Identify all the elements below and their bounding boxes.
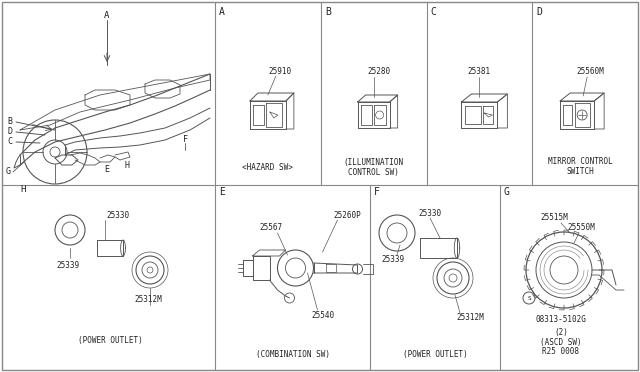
Text: D: D	[8, 128, 13, 137]
Text: S: S	[527, 295, 531, 301]
Text: MIRROR CONTROL: MIRROR CONTROL	[548, 157, 612, 167]
Text: 25330: 25330	[106, 211, 129, 219]
Text: 25339: 25339	[381, 256, 404, 264]
Text: H: H	[20, 186, 26, 195]
Text: C: C	[8, 138, 13, 147]
Text: 25260P: 25260P	[333, 211, 362, 219]
Text: G: G	[6, 167, 10, 176]
Text: E: E	[219, 187, 225, 197]
Text: 25540: 25540	[311, 311, 334, 320]
Text: 25339: 25339	[56, 260, 79, 269]
Text: F: F	[374, 187, 380, 197]
Text: 25550M: 25550M	[567, 224, 595, 232]
Text: F: F	[182, 135, 188, 144]
Text: (COMBINATION SW): (COMBINATION SW)	[255, 350, 330, 359]
Text: A: A	[104, 10, 109, 19]
Text: (POWER OUTLET): (POWER OUTLET)	[403, 350, 467, 359]
Text: B: B	[324, 7, 331, 17]
Text: 08313-5102G: 08313-5102G	[536, 315, 586, 324]
Text: R25 0008: R25 0008	[543, 347, 579, 356]
Text: 25515M: 25515M	[540, 214, 568, 222]
Text: (ILLUMINATION: (ILLUMINATION	[344, 157, 404, 167]
Text: 25560M: 25560M	[576, 67, 604, 77]
Text: (2): (2)	[554, 327, 568, 337]
Text: 25381: 25381	[468, 67, 491, 77]
Text: (POWER OUTLET): (POWER OUTLET)	[77, 336, 142, 344]
Text: C: C	[431, 7, 436, 17]
Text: E: E	[104, 166, 109, 174]
Text: 25312M: 25312M	[456, 314, 484, 323]
Text: 25330: 25330	[419, 208, 442, 218]
Text: A: A	[219, 7, 225, 17]
Text: SWITCH: SWITCH	[566, 167, 594, 176]
Text: CONTROL SW): CONTROL SW)	[348, 167, 399, 176]
Text: G: G	[504, 187, 510, 197]
Text: (ASCD SW): (ASCD SW)	[540, 337, 582, 346]
Text: 25280: 25280	[367, 67, 390, 77]
Text: 25567: 25567	[259, 224, 282, 232]
Text: 25910: 25910	[268, 67, 291, 77]
Text: H: H	[125, 160, 129, 170]
Text: D: D	[536, 7, 542, 17]
Text: <HAZARD SW>: <HAZARD SW>	[243, 164, 293, 173]
Text: B: B	[8, 118, 13, 126]
Text: 25312M: 25312M	[134, 295, 162, 305]
